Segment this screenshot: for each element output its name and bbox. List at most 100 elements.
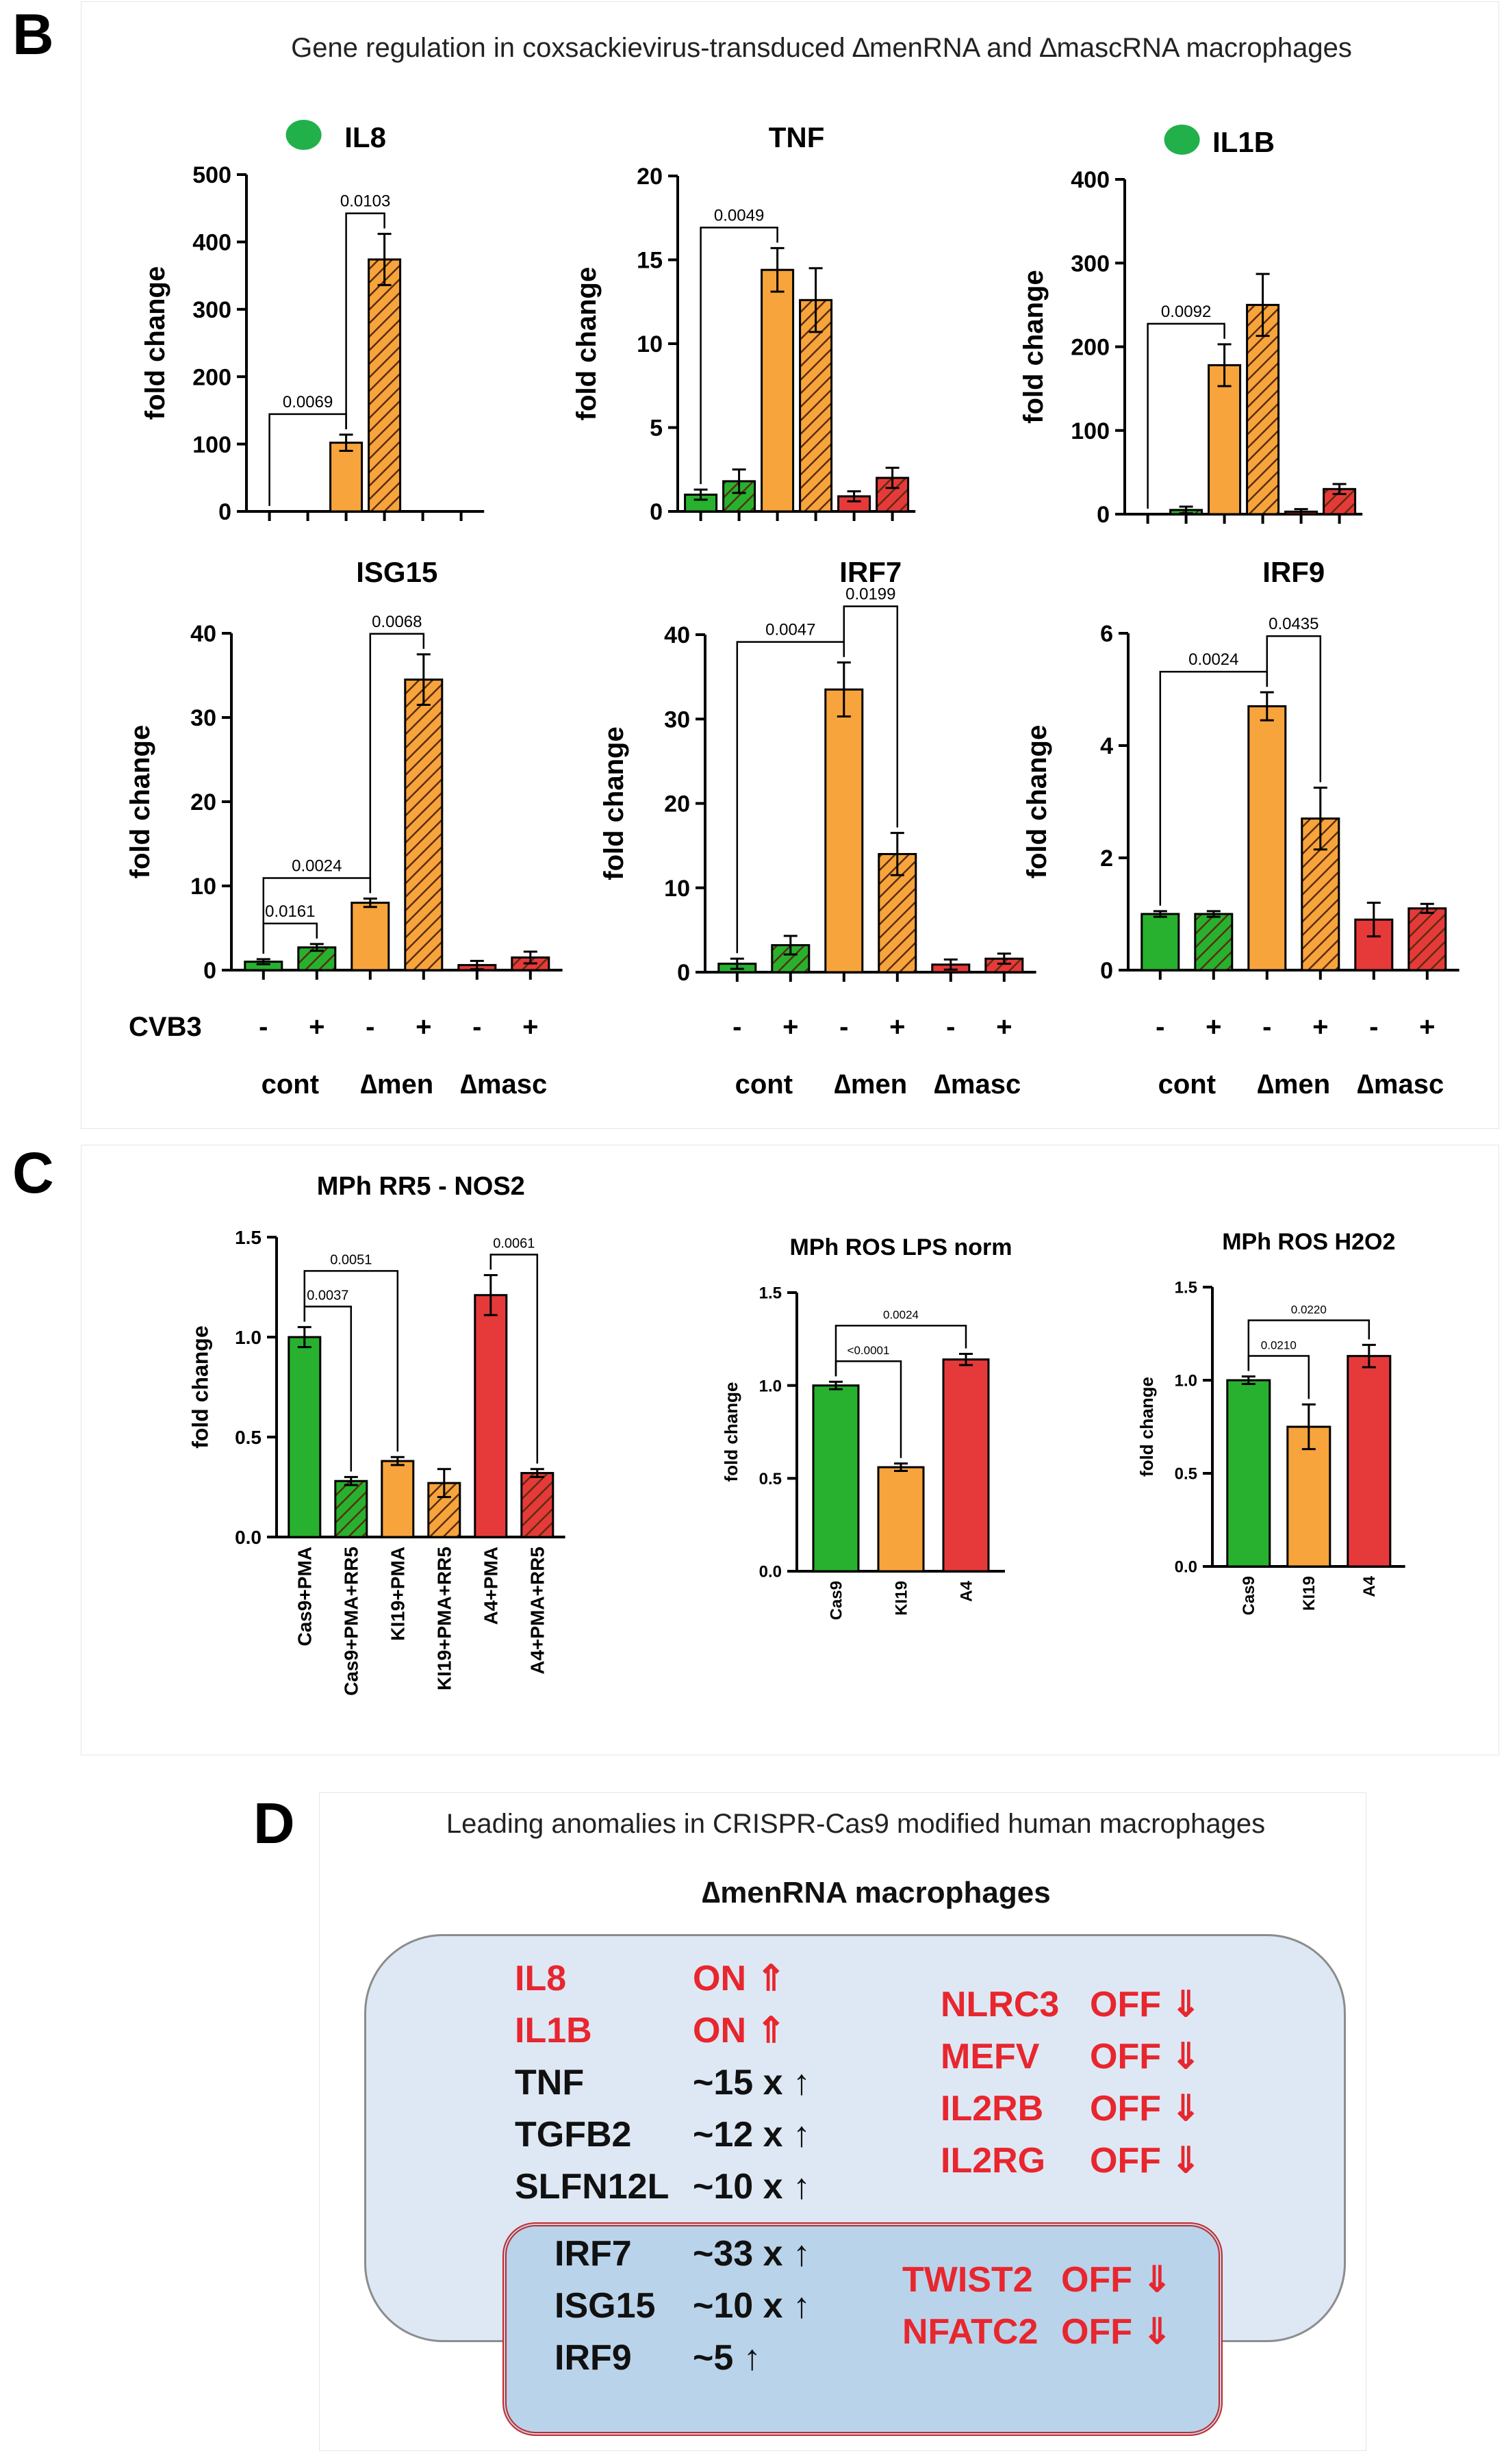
d-value: OFF ⇓: [1090, 2141, 1201, 2181]
chart-tnf: TNF 0 5 10 15 20 fold change 0.0049: [572, 121, 916, 525]
d-gene: IL1B: [515, 2011, 592, 2050]
bar: [1140, 913, 1180, 971]
chart-irf9: IRF9 0 2 4 6 fold change 0.0024 0.0435: [1022, 556, 1460, 984]
chart-title: IRF9: [1262, 556, 1325, 588]
cvb3-sign: +: [416, 1012, 431, 1042]
bar: [761, 268, 795, 513]
x-category-label: Cas9: [1240, 1576, 1258, 1615]
p-value-label: <0.0001: [847, 1344, 890, 1357]
p-value-label: 0.0051: [330, 1252, 372, 1267]
chart-irf7: IRF7 0 10 20 30 40 fold change 0.0047 0.0199: [599, 556, 1036, 986]
d-value: ~33 x ↑: [693, 2234, 811, 2274]
cvb3-sign: +: [309, 1012, 324, 1042]
chart-title: MPh ROS LPS norm: [790, 1234, 1012, 1260]
x-category-label: KI19: [892, 1581, 910, 1616]
d-value: ~10 x ↑: [693, 2167, 811, 2207]
d-value: ~10 x ↑: [693, 2286, 811, 2326]
y-tick-label: 0.5: [759, 1470, 782, 1488]
y-axis-label: fold change: [572, 267, 602, 420]
group-label: cont: [735, 1069, 793, 1100]
d-gene: NLRC3: [941, 1985, 1060, 2024]
x-category-label: A4+PMA+RR5: [527, 1547, 548, 1675]
group-label: ∆men: [1257, 1069, 1330, 1100]
panel-d-subtitle: ∆menRNA macrophages: [702, 1876, 1051, 1909]
y-tick-label: 30: [664, 707, 690, 733]
bar: [1247, 705, 1287, 971]
y-tick-label: 20: [664, 791, 690, 817]
chart-title: IL1B: [1212, 126, 1275, 158]
p-value-label: 0.0161: [265, 902, 315, 921]
cvb3-sign: -: [839, 1012, 848, 1042]
y-tick-label: 5: [650, 416, 663, 442]
d-value: ~12 x ↑: [693, 2115, 811, 2155]
significance-bracket: [834, 1324, 967, 1377]
y-tick-label: 0.0: [1175, 1558, 1197, 1577]
d-gene: IL2RG: [941, 2141, 1046, 2181]
bar: [329, 442, 364, 513]
y-tick-label: 0: [218, 499, 231, 525]
y-tick-label: 0: [650, 499, 663, 525]
y-axis-label: fold change: [1022, 725, 1052, 878]
d-value: ~5 ↑: [693, 2338, 761, 2378]
y-tick-label: 10: [637, 331, 663, 357]
d-gene: ISG15: [555, 2286, 656, 2326]
bar: [812, 1384, 860, 1573]
d-gene: IL2RB: [941, 2089, 1044, 2129]
chart-title: ISG15: [356, 556, 437, 588]
cvb3-sign: -: [732, 1012, 741, 1042]
chart-title: IRF7: [839, 556, 902, 588]
significance-bracket: [345, 212, 385, 429]
x-category-label: KI19: [1300, 1576, 1318, 1611]
group-label: ∆masc: [934, 1069, 1021, 1100]
chart-il8: IL8 0 100 200 300 400 500 fold change 0.0069 0.01…: [140, 120, 485, 525]
significance-bracket: [489, 1254, 539, 1464]
significance-bracket: [843, 605, 899, 828]
significance-bracket: [1247, 1319, 1371, 1371]
bar: [942, 1358, 990, 1573]
y-tick-label: 0.0: [759, 1563, 782, 1582]
p-value-label: 0.0024: [292, 856, 342, 875]
d-value: OFF ⇓: [1090, 1985, 1201, 2024]
significance-bracket: [700, 227, 778, 485]
y-tick-label: 1.5: [759, 1284, 782, 1303]
y-axis-label: fold change: [599, 726, 629, 880]
group-label: ∆masc: [1357, 1069, 1444, 1100]
cvb3-sign: +: [522, 1012, 538, 1042]
y-tick-label: 100: [192, 432, 231, 458]
panel-b-title: Gene regulation in coxsackievirus-transd…: [291, 33, 1352, 63]
p-value-label: 0.0210: [1261, 1339, 1297, 1352]
y-tick-label: 0.0: [235, 1527, 262, 1548]
chart-title: MPh ROS H2O2: [1222, 1229, 1395, 1255]
chart-il1b: IL1B 0 100 200 300 400 fold change 0.0092: [1019, 125, 1363, 528]
y-tick-label: 100: [1071, 418, 1110, 444]
chart-isg15: ISG15 0 10 20 30 40 fold change 0.0161 0.0024 0.0…: [125, 556, 563, 984]
d-gene: TWIST2: [902, 2260, 1033, 2300]
bar: [1208, 364, 1242, 516]
panel-letter-d: D: [253, 1791, 295, 1855]
p-value-label: 0.0068: [372, 613, 422, 631]
y-tick-label: 1.0: [759, 1377, 782, 1395]
bar: [1246, 303, 1280, 516]
y-axis-label: fold change: [1019, 270, 1049, 423]
p-value-label: 0.0220: [1291, 1304, 1327, 1317]
y-axis-label: fold change: [721, 1382, 741, 1482]
y-tick-label: 500: [192, 162, 231, 188]
y-tick-label: 6: [1100, 621, 1113, 647]
p-value-label: 0.0024: [1188, 650, 1238, 669]
x-category-label: KI19+PMA+RR5: [434, 1547, 455, 1690]
cvb3-sign: -: [366, 1012, 374, 1042]
green-dot-marker: [285, 120, 322, 150]
group-label: ∆masc: [460, 1069, 547, 1100]
bar: [474, 1294, 508, 1538]
cvb3-sign: +: [1419, 1012, 1435, 1042]
y-tick-label: 200: [192, 364, 231, 390]
significance-bracket: [303, 1270, 399, 1452]
d-gene: TNF: [515, 2063, 585, 2103]
cvb3-sign: -: [1156, 1012, 1164, 1042]
cvb3-sign: -: [259, 1012, 268, 1042]
y-tick-label: 0: [203, 958, 216, 984]
cvb3-sign: +: [889, 1012, 905, 1042]
x-category-label: Cas9+PMA: [294, 1547, 316, 1647]
y-axis-label: fold change: [1136, 1377, 1157, 1477]
d-value: OFF ⇓: [1061, 2312, 1172, 2352]
